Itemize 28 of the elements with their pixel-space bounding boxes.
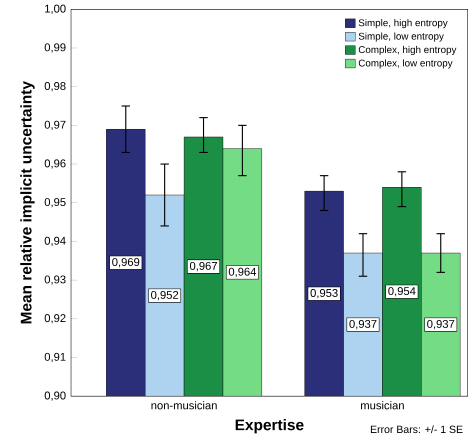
y-tick-label: 0,97 <box>44 120 66 130</box>
y-tick-label: 0,92 <box>44 314 66 324</box>
data-label: 0,954 <box>388 287 416 296</box>
legend-label: Simple, high entropy <box>358 19 448 28</box>
x-tick-label: non-musician <box>151 401 217 410</box>
data-label: 0,952 <box>151 290 178 300</box>
data-label: 0,967 <box>190 262 217 272</box>
y-tick-label: 0,94 <box>44 236 66 246</box>
x-tick-label: musician <box>361 401 404 410</box>
y-tick-label: 0,91 <box>44 352 66 362</box>
y-tick-label: 0,93 <box>44 275 66 285</box>
y-tick-label: 0,95 <box>44 198 66 208</box>
data-label: 0,969 <box>112 258 140 268</box>
x-axis-title: Expertise <box>236 418 304 434</box>
y-axis-title: Mean relative implicit uncertainty <box>20 81 35 324</box>
y-tick-label: 0,90 <box>44 392 66 401</box>
data-label: 0,964 <box>228 268 256 277</box>
y-tick-label: 0,99 <box>44 43 66 53</box>
legend-label: Simple, low entropy <box>358 32 444 42</box>
legend-label: Complex, high entropy <box>358 46 456 56</box>
y-tick-label: 0,98 <box>44 82 66 92</box>
data-label: 0,953 <box>310 289 338 298</box>
text: Error Bars: +/- 1 SE <box>370 425 463 434</box>
data-label: 0,937 <box>427 320 454 330</box>
y-tick-label: 1,00 <box>45 4 66 14</box>
legend-label: Complex, low entropy <box>358 59 453 68</box>
y-tick-label: 0,96 <box>44 159 66 169</box>
data-label: 0,937 <box>349 320 376 330</box>
